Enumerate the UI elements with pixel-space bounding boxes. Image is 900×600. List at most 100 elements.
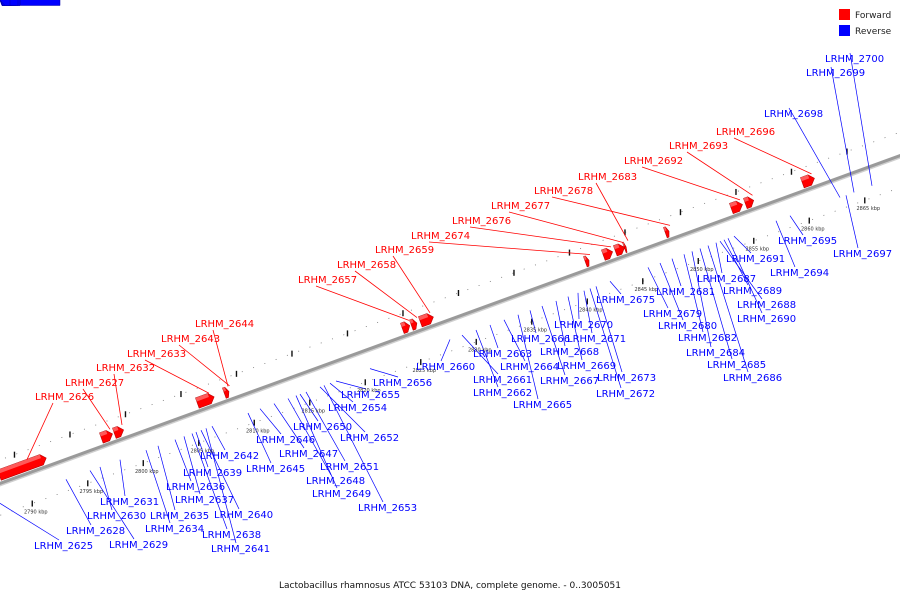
- kbp-label: 2840 kbp: [579, 307, 603, 313]
- leader-line: [157, 445, 176, 511]
- leader-line: [99, 466, 113, 511]
- gene-label-reverse: LRHM_2700: [825, 54, 884, 65]
- forward-gene: [0, 454, 47, 481]
- legend-swatch-reverse: [839, 25, 850, 36]
- gene-label-forward: LRHM_2676: [452, 216, 511, 227]
- gene-label-reverse: LRHM_2697: [833, 249, 892, 260]
- leader-line: [583, 290, 593, 334]
- forward-gene: [743, 196, 755, 209]
- leader-line: [354, 270, 418, 318]
- forward-gene: [583, 255, 590, 268]
- leader-line: [26, 402, 54, 460]
- gene-label-reverse: LRHM_2652: [340, 433, 399, 444]
- leader-line: [551, 196, 671, 226]
- gene-label-reverse: LRHM_2646: [256, 435, 315, 446]
- gene-label-forward: LRHM_2683: [578, 172, 637, 183]
- forward-gene: [663, 226, 670, 239]
- kbp-label: 2800 kbp: [135, 469, 159, 475]
- leader-line: [469, 226, 612, 248]
- gene-label-reverse: LRHM_2640: [214, 510, 273, 521]
- gene-label-reverse: LRHM_2655: [341, 390, 400, 401]
- leader-line: [145, 450, 171, 524]
- leader-line: [205, 428, 237, 544]
- caption: Lactobacillus rhamnosus ATCC 53103 DNA, …: [279, 581, 621, 591]
- gene-label-reverse: LRHM_2698: [764, 109, 823, 120]
- forward-gene: [418, 313, 434, 328]
- gene-label-reverse: LRHM_2653: [358, 503, 417, 514]
- gene-label-forward: LRHM_2678: [534, 186, 593, 197]
- gene-label-reverse: LRHM_2694: [770, 268, 829, 279]
- leader-line: [299, 393, 319, 422]
- gene-label-reverse: LRHM_2666: [511, 334, 570, 345]
- leader-line: [503, 319, 526, 362]
- leader-line: [212, 329, 229, 387]
- leader-line: [0, 503, 60, 541]
- leader-line: [567, 296, 583, 361]
- kbp-label: 2835 kbp: [524, 327, 548, 333]
- leader-line: [577, 292, 580, 320]
- gene-label-reverse: LRHM_2686: [723, 373, 782, 384]
- gene-label-reverse: LRHM_2691: [726, 254, 785, 265]
- leader-line: [555, 300, 566, 347]
- gene-label-forward: LRHM_2633: [127, 349, 186, 360]
- gene-label-reverse: LRHM_2671: [567, 334, 626, 345]
- leader-line: [719, 240, 763, 300]
- backbone-layer: [0, 131, 900, 516]
- gene-label-reverse: LRHM_2680: [658, 321, 717, 332]
- gene-label-reverse: LRHM_2679: [643, 309, 702, 320]
- gene-label-reverse: LRHM_2649: [312, 489, 371, 500]
- legend-swatch-forward: [839, 9, 850, 20]
- forward-gene: [601, 248, 613, 261]
- gene-label-reverse: LRHM_2650: [293, 422, 352, 433]
- gene-label-reverse: LRHM_2695: [778, 236, 837, 247]
- leader-line: [609, 281, 622, 295]
- gene-label-reverse: LRHM_2656: [373, 378, 432, 389]
- gene-label-reverse: LRHM_2634: [145, 524, 204, 535]
- leader-line: [329, 382, 354, 403]
- gene-label-reverse: LRHM_2628: [66, 526, 125, 537]
- leader-line: [541, 305, 566, 376]
- leader-line: [686, 151, 753, 196]
- forward-gene: [409, 318, 418, 331]
- leader-line: [319, 386, 366, 433]
- legend-label-reverse: Reverse: [855, 27, 892, 37]
- leader-line: [195, 431, 209, 468]
- leader-line: [475, 329, 499, 388]
- leader-line: [830, 66, 855, 193]
- leader-line: [529, 310, 537, 334]
- leader-line: [659, 262, 684, 321]
- leader-line: [691, 251, 712, 348]
- leader-line: [144, 359, 210, 394]
- gene-label-reverse: LRHM_2642: [200, 451, 259, 462]
- kbp-label: 2810 kbp: [246, 429, 270, 435]
- forward-gene: [112, 426, 124, 439]
- leader-line: [788, 107, 841, 198]
- leader-line: [595, 286, 623, 373]
- gene-label-forward: LRHM_2677: [491, 201, 550, 212]
- leader-line: [200, 430, 240, 510]
- gene-label-forward: LRHM_2643: [161, 334, 220, 345]
- leader-line: [508, 211, 624, 243]
- gene-label-forward: LRHM_2644: [195, 319, 254, 330]
- leader-line: [259, 408, 282, 435]
- backbone-line: [0, 154, 900, 485]
- gene-label-reverse: LRHM_2689: [723, 286, 782, 297]
- gene-label-reverse: LRHM_2664: [500, 362, 559, 373]
- leader-lines-layer: [0, 52, 873, 544]
- leader-line: [174, 439, 192, 482]
- leader-line: [82, 388, 111, 430]
- kbp-label: 2825 kbp: [413, 368, 437, 374]
- reverse-gene: [0, 0, 11, 6]
- gene-label-reverse: LRHM_2639: [183, 468, 242, 479]
- leader-line: [489, 324, 499, 349]
- kbp-label: 2865 kbp: [857, 206, 881, 212]
- gene-label-reverse: LRHM_2684: [686, 348, 745, 359]
- leader-line: [671, 258, 682, 287]
- leader-line: [305, 391, 346, 462]
- kbp-label: 2855 kbp: [746, 247, 770, 253]
- forward-gene: [400, 321, 411, 334]
- gene-label-reverse: LRHM_2625: [34, 541, 93, 552]
- kbp-label: 2795 kbp: [80, 489, 104, 495]
- leader-line: [461, 334, 499, 375]
